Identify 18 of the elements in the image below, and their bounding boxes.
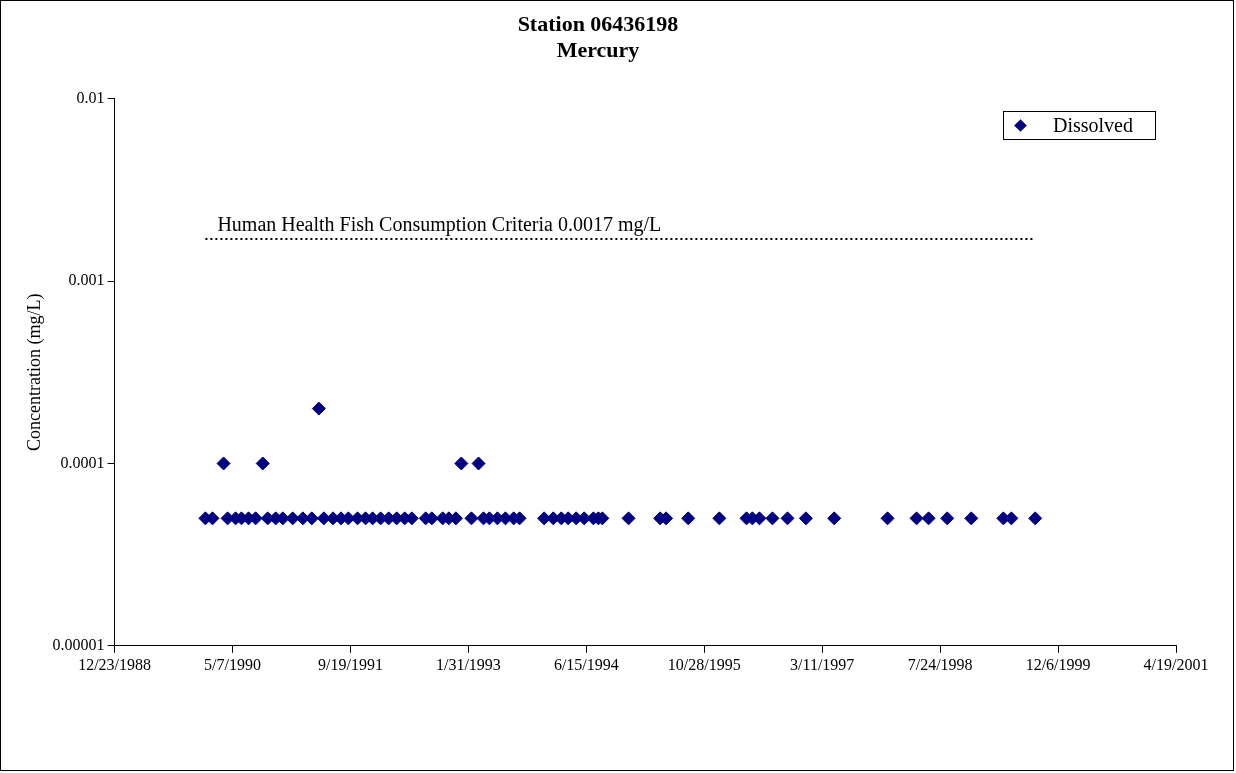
y-axis-title: Concentration (mg/L) [23,293,45,452]
chart-title: Station 06436198 Mercury [517,10,679,63]
x-tick-label: 5/7/1990 [204,655,261,673]
x-tick-label: 12/23/1988 [78,655,152,673]
x-tick-label: 12/6/1999 [1025,655,1091,673]
y-tick-label: 0.0001 [60,453,105,471]
x-tick-label: 1/31/1993 [435,655,501,673]
x-tick-label: 9/19/1991 [318,655,383,673]
y-tick-label: 0.00001 [52,636,105,653]
y-tick-label: 0.001 [68,271,105,289]
x-tick-label: 3/11/1997 [790,655,855,673]
legend-label: Dissolved [1053,113,1133,137]
ref-line-label: Human Health Fish Consumption Criteria 0.0017 mg/L [217,213,662,237]
x-tick-label: 7/24/1998 [907,655,973,673]
x-tick-label: 10/28/1995 [667,655,741,673]
x-tick-label: 4/19/2001 [1143,655,1209,673]
y-tick-label: 0.01 [76,89,105,106]
x-tick-label: 6/15/1994 [553,655,619,673]
